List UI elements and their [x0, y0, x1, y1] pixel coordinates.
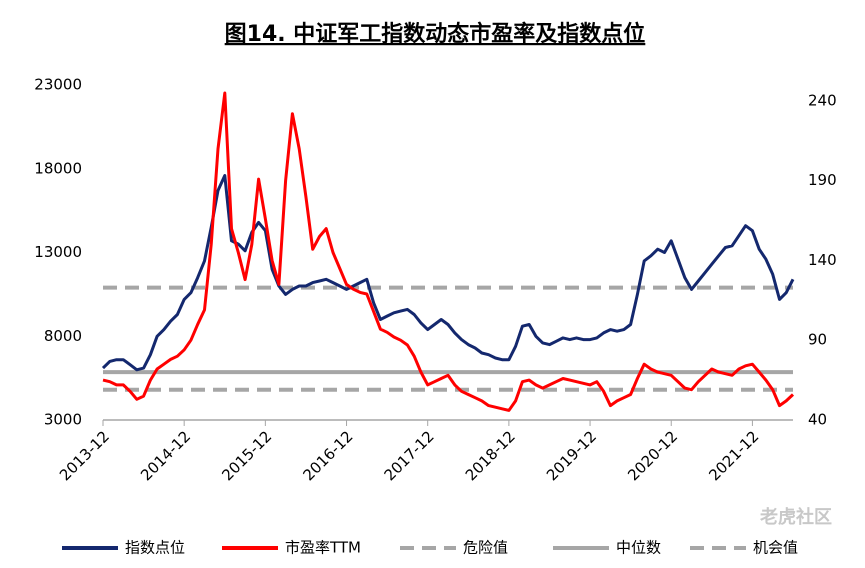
x-tick-label: 2021-12 [705, 427, 762, 484]
y2-tick-label: 190 [808, 171, 837, 189]
y-tick-label: 23000 [34, 76, 82, 94]
y-tick-label: 8000 [44, 327, 82, 345]
x-tick-label: 2020-12 [624, 427, 681, 484]
x-tick-label: 2017-12 [381, 427, 438, 484]
x-tick-label: 2015-12 [218, 427, 275, 484]
x-tick-label: 2018-12 [462, 427, 519, 484]
x-tick-label: 2014-12 [137, 427, 194, 484]
y2-tick-label: 240 [808, 91, 837, 109]
legend-label: 市盈率TTM [285, 539, 361, 557]
legend-label: 指数点位 [125, 539, 185, 557]
watermark: 老虎社区 [760, 506, 832, 528]
y2-tick-label: 40 [808, 411, 827, 429]
y2-tick-label: 90 [808, 331, 827, 349]
x-tick-label: 2019-12 [543, 427, 600, 484]
x-tick-label: 2013-12 [56, 427, 113, 484]
series-line [101, 174, 795, 372]
series-line [102, 91, 795, 412]
legend-label: 中位数 [616, 539, 661, 557]
x-tick-label: 2016-12 [299, 427, 356, 484]
legend-label: 机会值 [753, 539, 798, 557]
legend-label: 危险值 [463, 539, 508, 557]
y2-tick-label: 140 [808, 251, 837, 269]
y-tick-label: 18000 [34, 159, 82, 177]
y-tick-label: 13000 [34, 243, 82, 261]
chart-title: 图14. 中证军工指数动态市盈率及指数点位 [225, 21, 646, 47]
y-tick-label: 3000 [44, 411, 82, 429]
